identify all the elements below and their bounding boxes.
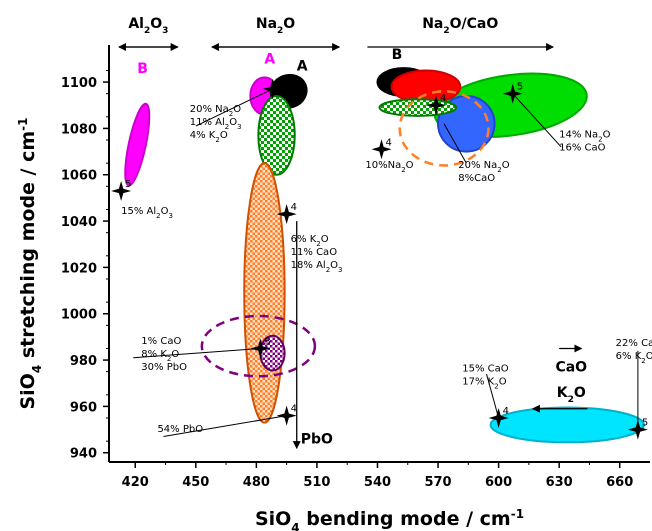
group-labels-layer: Al2O3 Na2O Na2O/CaO — [119, 16, 553, 47]
data-point-label: 4 — [386, 137, 392, 148]
annotation-text: 30% PbO — [141, 362, 187, 373]
x-tick-label: 630 — [546, 475, 573, 490]
annotation-text: 8%CaO — [458, 173, 495, 184]
x-tick-label: 510 — [303, 475, 330, 490]
y-axis-label: SiO4 stretching mode / cm-1 — [16, 117, 44, 409]
region-ellipse — [120, 102, 154, 187]
y-tick-label: 1000 — [61, 308, 97, 323]
x-tick-label: 540 — [364, 475, 391, 490]
x-tick-label: 420 — [122, 475, 149, 490]
pbo-label: PbO — [301, 431, 333, 447]
annotation-text: 15% CaO — [462, 364, 509, 375]
annotation-text: 18% Al2O3 — [291, 260, 343, 274]
cao-label: CaO — [555, 360, 587, 376]
x-tick-label: 570 — [424, 475, 451, 490]
y-tick-label: 1020 — [61, 261, 97, 276]
data-point-label: 5 — [642, 418, 648, 429]
group-label: Na2O — [256, 16, 295, 36]
data-point-label: 5 — [277, 77, 283, 88]
region-letter: B — [392, 47, 403, 63]
data-point-label: 5 — [125, 179, 131, 190]
annotation-text: 11% Al2O3 — [190, 117, 242, 131]
group-label: Al2O3 — [128, 16, 168, 36]
annotation-text: 6% K2O — [616, 351, 652, 365]
y-tick-label: 1080 — [61, 122, 97, 137]
group-label: Na2O/CaO — [422, 16, 498, 36]
annotation-text: 16% CaO — [559, 143, 606, 154]
region-ellipse — [491, 408, 644, 443]
region-ellipse — [392, 70, 461, 102]
y-tick-label: 960 — [70, 400, 97, 415]
x-axis-label: SiO4 bending mode / cm-1 — [255, 507, 524, 531]
data-point-label: 4 — [291, 202, 297, 213]
y-tick-label: 1060 — [61, 169, 97, 184]
data-point-label: 4 — [440, 93, 446, 104]
region-letter: A — [264, 52, 275, 68]
region-letter: A — [297, 58, 308, 74]
y-tick-label: 980 — [70, 354, 97, 369]
annotation-text: 22% CaO — [616, 338, 652, 349]
annotation-text: 17% K2O — [462, 377, 506, 391]
x-tick-label: 660 — [606, 475, 633, 490]
region-letter: B — [137, 61, 148, 77]
k2o-label: K2O — [557, 385, 586, 405]
data-point-label: 5 — [264, 336, 270, 347]
data-point-label: 5 — [517, 82, 523, 93]
annotation-text: 14% Na2O — [559, 130, 610, 144]
x-tick-label: 480 — [243, 475, 270, 490]
y-tick-label: 1100 — [61, 76, 97, 91]
y-tick-label: 940 — [70, 447, 97, 462]
annotation-text: 11% CaO — [291, 247, 338, 258]
data-point-label: 4 — [503, 406, 509, 417]
annotation-text: 10%Na2O — [365, 160, 413, 174]
data-point-label: 4 — [291, 404, 297, 415]
y-tick-label: 1040 — [61, 215, 97, 230]
x-tick-label: 450 — [182, 475, 209, 490]
annotation-text: 4% K2O — [190, 130, 228, 144]
region-ellipse — [244, 163, 284, 422]
x-tick-label: 600 — [485, 475, 512, 490]
annotation-text: 1% CaO — [141, 336, 181, 347]
annotation-text: 15% Al2O3 — [121, 206, 173, 220]
